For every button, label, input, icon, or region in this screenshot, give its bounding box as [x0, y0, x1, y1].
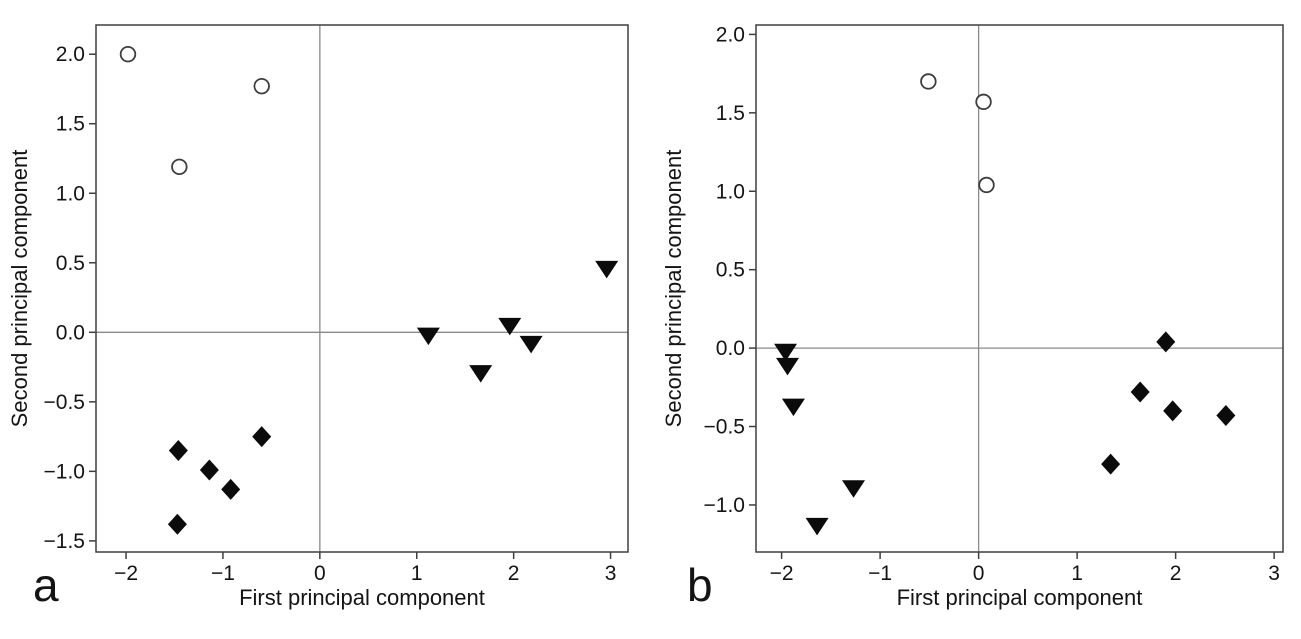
- y-tick-label: −1.0: [44, 460, 85, 483]
- marker-open-circle: [975, 93, 992, 111]
- marker-filled-diamond: [252, 426, 272, 448]
- x-tick-label: −2: [770, 562, 794, 585]
- marker-open-circle: [978, 176, 995, 194]
- y-tick-label: 0.5: [716, 259, 745, 282]
- marker-filled-diamond: [167, 513, 187, 535]
- marker-filled-diamond: [221, 478, 241, 500]
- marker-filled-diamond: [1101, 453, 1121, 475]
- x-tick-label: −1: [868, 562, 892, 585]
- marker-filled-diamond: [1130, 381, 1150, 403]
- scatter-panel-a: −2 −1 0 1 2 3 2.0 1.5 1.0 0.5 0.0 −0.5 −1.0 −1.5 First…: [7, 24, 629, 611]
- series-open-circles: [119, 46, 270, 176]
- marker-filled-triangle: [595, 260, 619, 279]
- y-tick-label: 0.5: [56, 252, 85, 275]
- series-open-circles: [920, 73, 995, 194]
- series-filled-diamonds: [1101, 331, 1236, 475]
- x-axis-title: First principal component: [897, 585, 1143, 610]
- y-tick-label: 1.0: [716, 180, 745, 203]
- scatter-plot-a: −2 −1 0 1 2 3 2.0 1.5 1.0 0.5 0.0 −0.5 −1.0 −1.5 First…: [7, 24, 629, 611]
- plot-area: [96, 25, 628, 552]
- marker-filled-triangle: [842, 480, 866, 498]
- marker-filled-triangle: [774, 343, 798, 362]
- y-tick-label: −1.0: [704, 494, 745, 517]
- x-tick-label: 3: [1268, 562, 1280, 585]
- y-axis-title: Second principal component: [7, 150, 32, 428]
- scatter-plot-b: −2 −1 0 1 2 3 2.0 1.5 1.0 0.5 0.0 −0.5 −1.0 First pri…: [661, 23, 1284, 611]
- y-tick-label: 2.0: [56, 43, 85, 66]
- series-filled-triangles: [774, 343, 866, 536]
- marker-filled-diamond: [1163, 400, 1183, 422]
- x-tick-label: −1: [211, 562, 235, 585]
- marker-filled-triangle: [519, 335, 543, 354]
- marker-filled-triangle: [498, 317, 522, 336]
- marker-open-circle: [171, 158, 188, 176]
- x-tick-label: 1: [1071, 562, 1083, 585]
- scatter-panel-b: −2 −1 0 1 2 3 2.0 1.5 1.0 0.5 0.0 −0.5 −1.0 First pri…: [651, 0, 1301, 639]
- y-tick-label: 1.0: [56, 182, 85, 205]
- x-tick-label: 3: [605, 562, 617, 585]
- marker-filled-diamond: [168, 439, 188, 461]
- plot-border: [755, 24, 1284, 553]
- marker-filled-triangle: [781, 398, 805, 417]
- panel-letter: b: [687, 559, 713, 611]
- x-tick-label: 0: [973, 562, 985, 585]
- marker-filled-triangle: [469, 365, 493, 383]
- panel-letter: a: [33, 559, 59, 611]
- y-tick-label: −0.5: [44, 391, 85, 414]
- marker-open-circle: [920, 73, 937, 90]
- series-filled-triangles: [416, 260, 619, 383]
- marker-open-circle: [253, 77, 270, 95]
- x-tick-label: −2: [114, 562, 138, 585]
- marker-filled-diamond: [1156, 331, 1176, 353]
- y-tick-label: 0.0: [716, 337, 745, 360]
- marker-open-circle: [119, 46, 137, 63]
- y-tick-label: −0.5: [704, 416, 745, 439]
- marker-filled-triangle: [776, 357, 800, 376]
- x-tick-label: 1: [411, 562, 423, 585]
- y-tick-label: 2.0: [716, 23, 745, 46]
- series-filled-diamonds: [167, 426, 272, 535]
- x-tick-label: 0: [314, 562, 326, 585]
- marker-filled-diamond: [1216, 405, 1236, 427]
- x-tick-label: 2: [508, 562, 520, 585]
- plot-border: [95, 24, 629, 553]
- y-tick-label: 1.5: [716, 102, 745, 125]
- x-tick-label: 2: [1170, 562, 1182, 585]
- y-tick-label: 0.0: [56, 321, 85, 344]
- marker-filled-diamond: [199, 459, 219, 481]
- y-tick-label: −1.5: [44, 530, 85, 553]
- plot-area: [756, 25, 1283, 552]
- marker-filled-triangle: [805, 517, 829, 536]
- y-tick-label: 1.5: [56, 113, 85, 136]
- y-axis-title: Second principal component: [661, 150, 686, 428]
- marker-filled-triangle: [416, 327, 440, 346]
- x-axis-title: First principal component: [239, 585, 485, 610]
